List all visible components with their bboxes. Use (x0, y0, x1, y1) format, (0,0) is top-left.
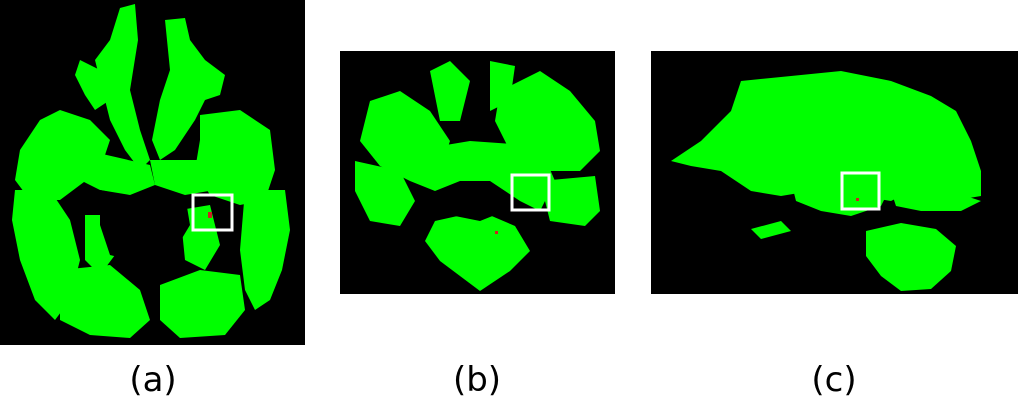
caption-b: (b) (452, 360, 502, 400)
panel-c-sagittal-image (651, 51, 1018, 294)
panel-b-coronal-image (340, 51, 615, 294)
caption-c: (c) (811, 360, 857, 400)
roi-box-b (510, 173, 551, 212)
roi-box-c (840, 171, 881, 211)
caption-a: (a) (129, 360, 177, 400)
roi-box-a (191, 193, 234, 232)
panel-a-axial-image (0, 0, 305, 345)
